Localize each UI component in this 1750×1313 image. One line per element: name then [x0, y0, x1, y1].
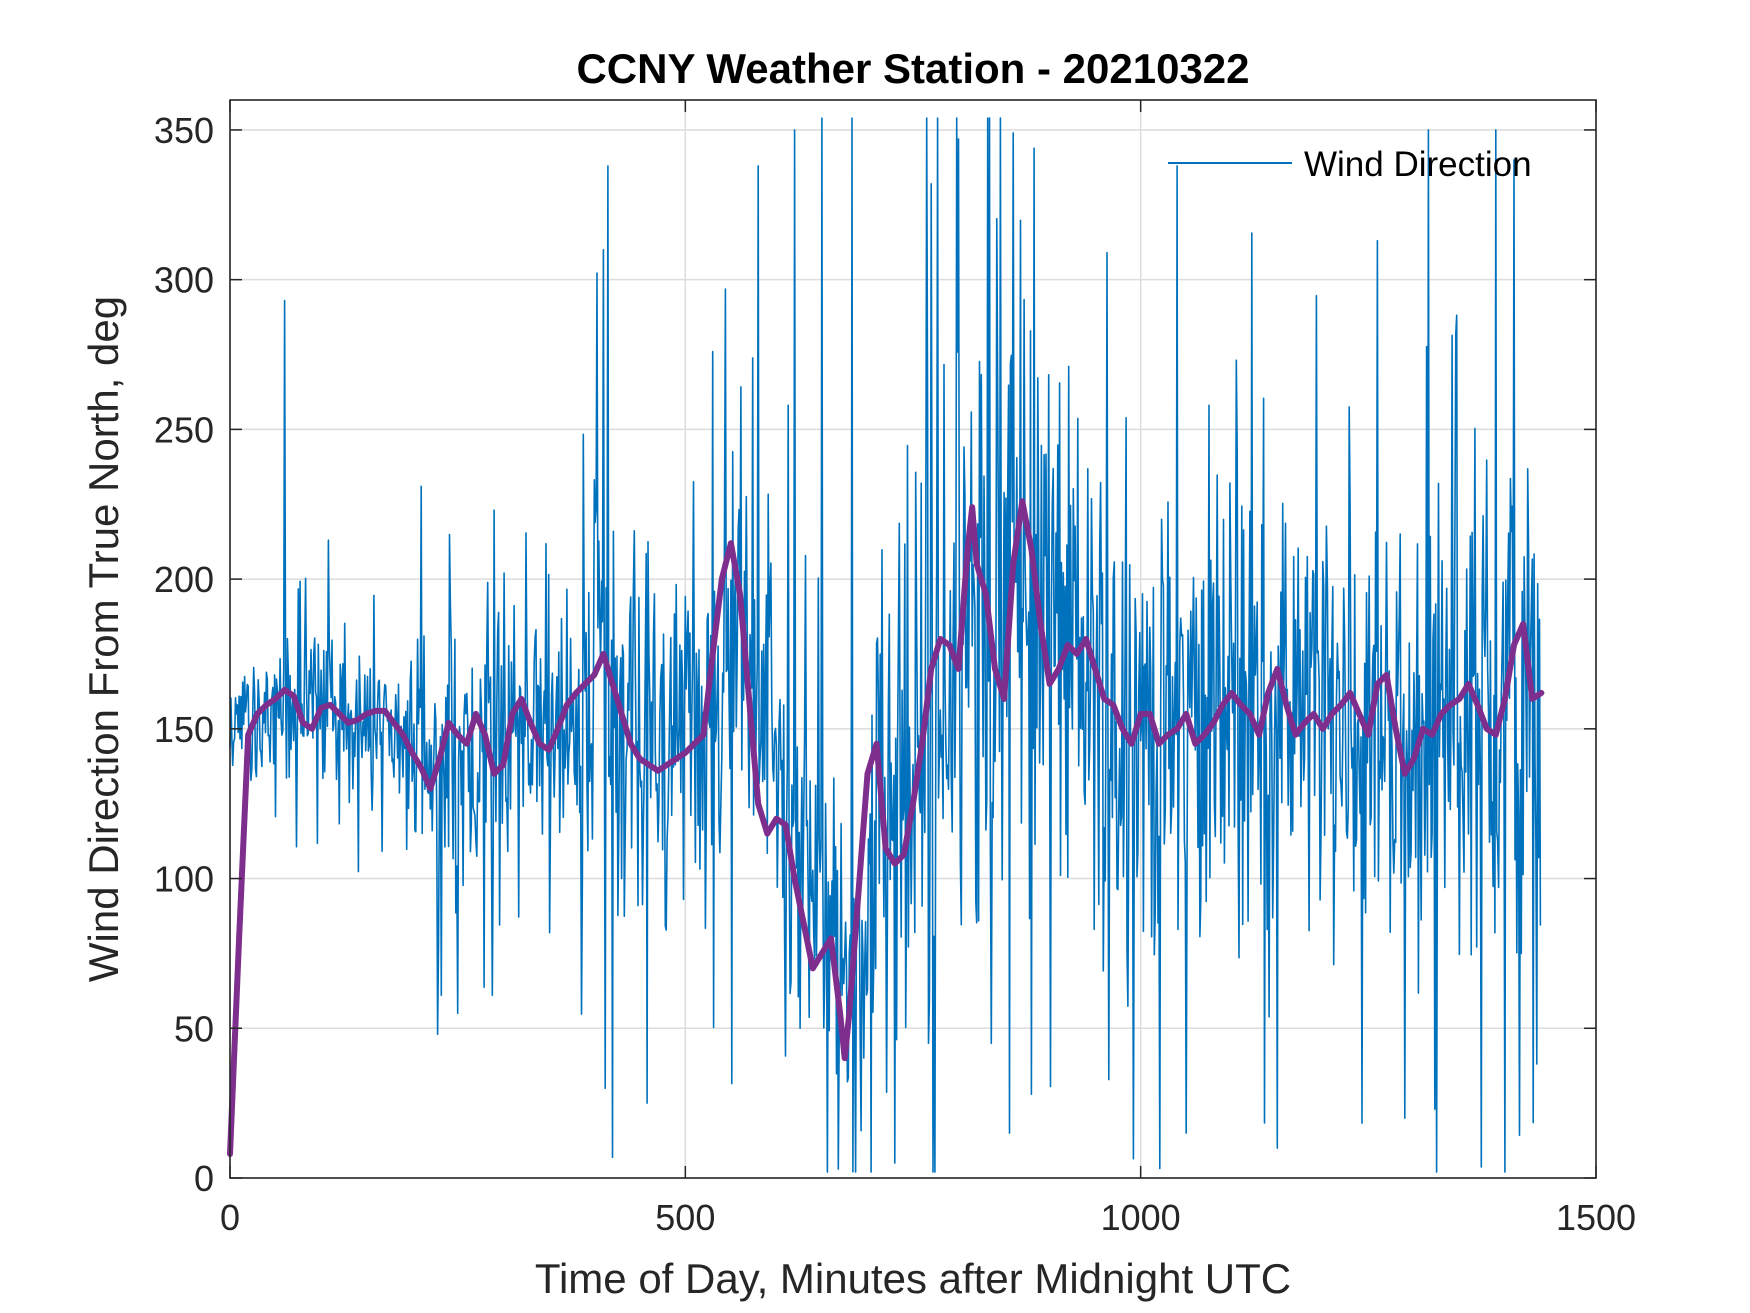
y-tick-label: 150 — [154, 709, 214, 750]
tick-labels: 0 500 1000 1500 0 50 100 150 200 250 300 350 — [154, 110, 1636, 1238]
x-tick-label: 0 — [220, 1197, 240, 1238]
y-tick-label: 100 — [154, 859, 214, 900]
legend[interactable]: Wind Direction — [1168, 145, 1532, 184]
moving-average-line — [227, 498, 1545, 1157]
y-axis-title: Wind Direction From True North, deg — [80, 296, 127, 982]
plot-box — [229, 99, 1597, 1179]
y-tick-label: 200 — [154, 559, 214, 600]
x-tick-label: 500 — [655, 1197, 715, 1238]
y-tick-label: 0 — [194, 1158, 214, 1199]
y-tick-label: 300 — [154, 260, 214, 301]
chart-title: CCNY Weather Station - 20210322 — [576, 45, 1249, 92]
x-axis-title: Time of Day, Minutes after Midnight UTC — [535, 1255, 1291, 1302]
legend-label-wind-direction: Wind Direction — [1304, 145, 1532, 184]
x-tick-label: 1000 — [1101, 1197, 1181, 1238]
y-tick-label: 350 — [154, 110, 214, 151]
moving-average-series — [227, 498, 1545, 1157]
axis-ticks — [229, 100, 1597, 1179]
plot-area — [230, 100, 1596, 1178]
y-tick-label: 50 — [174, 1008, 214, 1049]
x-tick-label: 1500 — [1556, 1197, 1636, 1238]
y-tick-label: 250 — [154, 409, 214, 450]
